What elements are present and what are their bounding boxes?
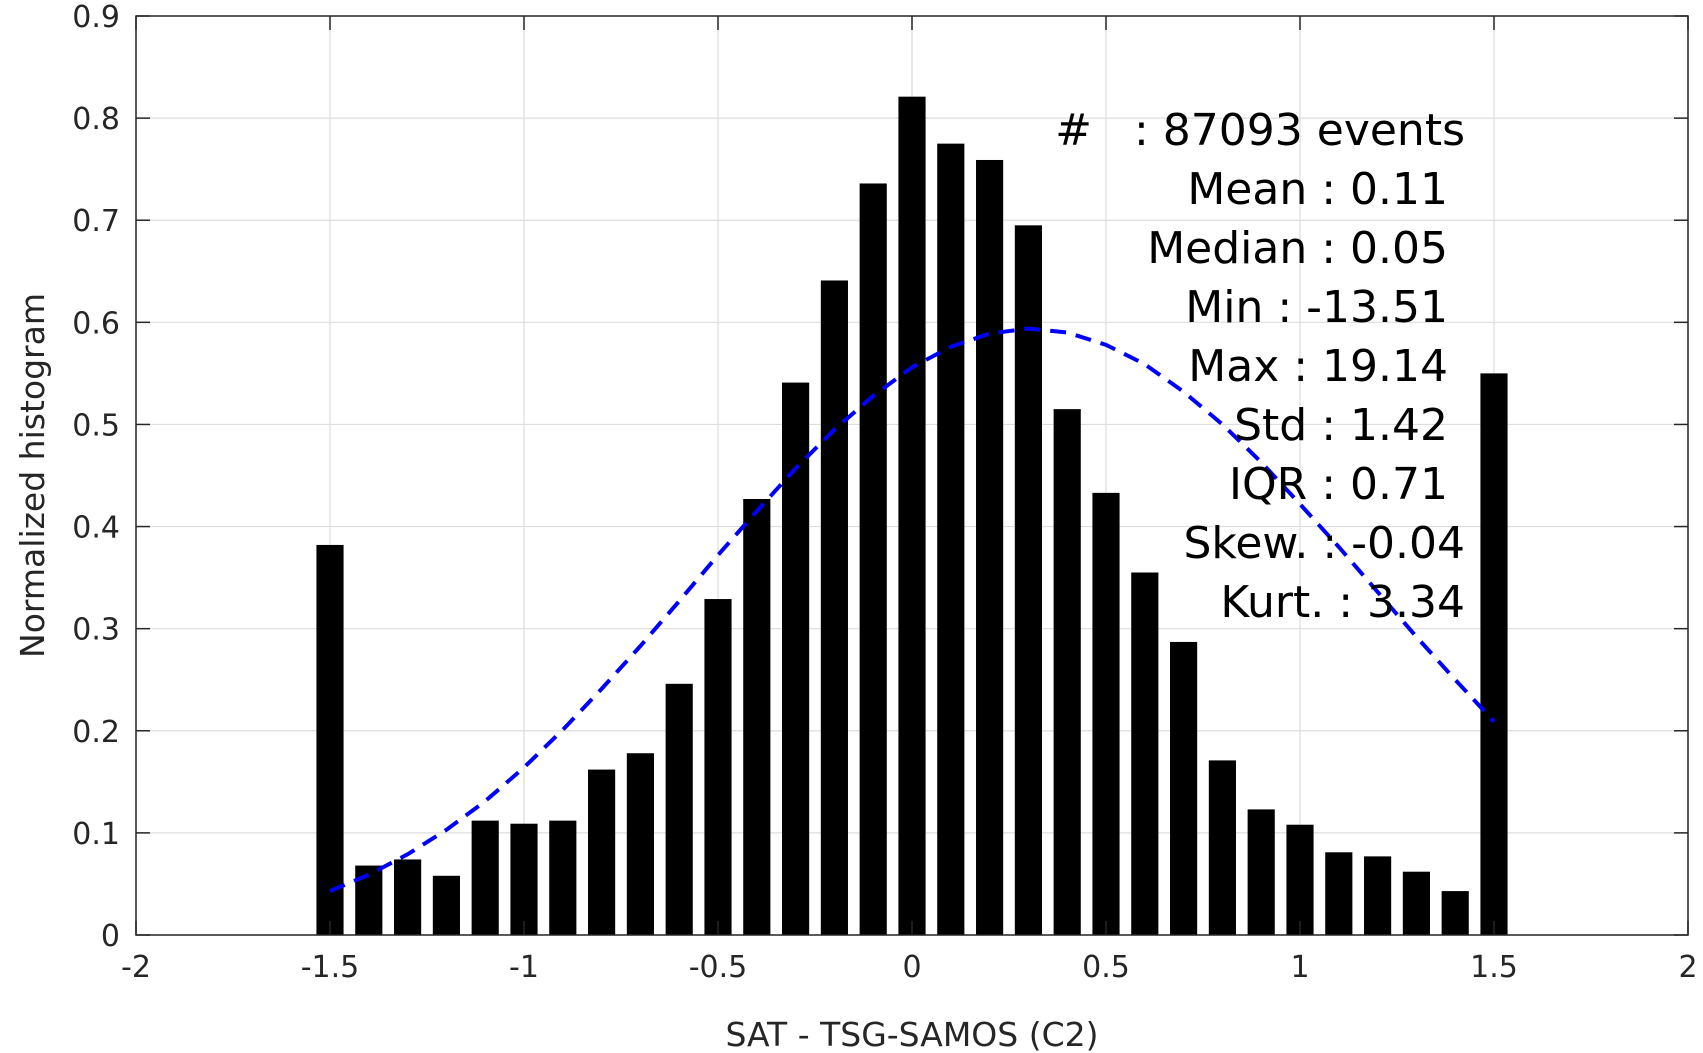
histogram-bar bbox=[782, 382, 810, 936]
x-tick-label: -0.5 bbox=[689, 950, 748, 985]
x-tick-label: -1 bbox=[509, 950, 539, 985]
histogram-bar bbox=[588, 769, 616, 935]
stat-line: IQR : 0.71 bbox=[1229, 459, 1448, 510]
stat-line: Max : 19.14 bbox=[1188, 341, 1448, 392]
histogram-bar bbox=[1480, 373, 1508, 935]
x-tick-label: -1.5 bbox=[301, 950, 360, 985]
histogram-bar bbox=[1170, 641, 1198, 935]
histogram-bar bbox=[1286, 824, 1314, 935]
histogram-bar bbox=[1014, 225, 1042, 936]
histogram-bar bbox=[1092, 492, 1120, 935]
y-tick-label: 0.4 bbox=[72, 511, 120, 546]
histogram-bar bbox=[976, 159, 1004, 935]
histogram-bar bbox=[1131, 572, 1159, 935]
gaussian-fit-curve bbox=[329, 326, 1496, 893]
stat-line: Min : -13.51 bbox=[1185, 282, 1448, 333]
y-tick-label: 0.7 bbox=[72, 204, 120, 239]
stat-line: Mean : 0.11 bbox=[1187, 164, 1448, 215]
x-tick-label: 0.5 bbox=[1082, 950, 1130, 985]
y-tick-label: 0.1 bbox=[72, 817, 120, 852]
x-tick-label: 0 bbox=[902, 950, 921, 985]
y-tick-label: 0.9 bbox=[72, 0, 120, 35]
x-tick-label: -2 bbox=[121, 950, 151, 985]
histogram-bar bbox=[665, 683, 693, 935]
histogram-bar bbox=[1364, 856, 1392, 935]
histogram-bar bbox=[549, 820, 577, 935]
histogram-bar bbox=[1247, 809, 1275, 935]
histogram-bar bbox=[432, 875, 460, 935]
y-tick-labels: 0 0.1 0.2 0.3 0.4 0.5 0.6 0.7 0.8 0.9 bbox=[72, 0, 120, 954]
stats-annotation: # : 87093 events Mean : 0.11 Median : 0.05… bbox=[1055, 105, 1465, 628]
y-tick-label: 0.8 bbox=[72, 102, 120, 137]
histogram-bar bbox=[1441, 891, 1469, 935]
histogram-bar bbox=[859, 183, 887, 935]
histogram-bar bbox=[820, 280, 848, 935]
y-tick-label: 0.2 bbox=[72, 715, 120, 750]
histogram-bar bbox=[510, 823, 538, 935]
histogram-bar bbox=[316, 544, 344, 935]
x-tick-label: 2 bbox=[1678, 950, 1697, 985]
x-tick-label: 1 bbox=[1290, 950, 1309, 985]
stat-line: # : 87093 events bbox=[1055, 105, 1465, 156]
histogram-bar bbox=[937, 143, 965, 935]
histogram-bar bbox=[471, 820, 499, 935]
histogram-bar bbox=[394, 859, 422, 935]
y-tick-label: 0 bbox=[101, 919, 120, 954]
histogram-bar bbox=[743, 498, 771, 935]
y-axis-label: Normalized histogram bbox=[13, 293, 52, 658]
histogram-bar bbox=[1325, 852, 1353, 935]
stat-line: Std : 1.42 bbox=[1234, 400, 1448, 451]
x-tick-label: 1.5 bbox=[1470, 950, 1518, 985]
y-tick-label: 0.3 bbox=[72, 613, 120, 648]
y-tick-label: 0.6 bbox=[72, 306, 120, 341]
axis-ticks bbox=[135, 15, 1689, 936]
histogram-bar bbox=[1402, 871, 1430, 935]
stat-line: Median : 0.05 bbox=[1147, 223, 1448, 274]
stat-line: Kurt. : 3.34 bbox=[1220, 577, 1465, 628]
histogram-bar bbox=[898, 96, 926, 935]
histogram-bar bbox=[1053, 409, 1081, 935]
stat-line: Skew. : -0.04 bbox=[1184, 518, 1466, 569]
x-axis-label: SAT - TSG-SAMOS (C2) bbox=[725, 1015, 1098, 1053]
histogram-bar bbox=[626, 753, 654, 935]
y-tick-label: 0.5 bbox=[72, 408, 120, 443]
x-tick-labels: -2 -1.5 -1 -0.5 0 0.5 1 1.5 2 bbox=[121, 950, 1698, 985]
histogram-bar bbox=[704, 599, 732, 935]
histogram-bar bbox=[1208, 760, 1236, 935]
histogram-bars bbox=[316, 96, 1508, 936]
